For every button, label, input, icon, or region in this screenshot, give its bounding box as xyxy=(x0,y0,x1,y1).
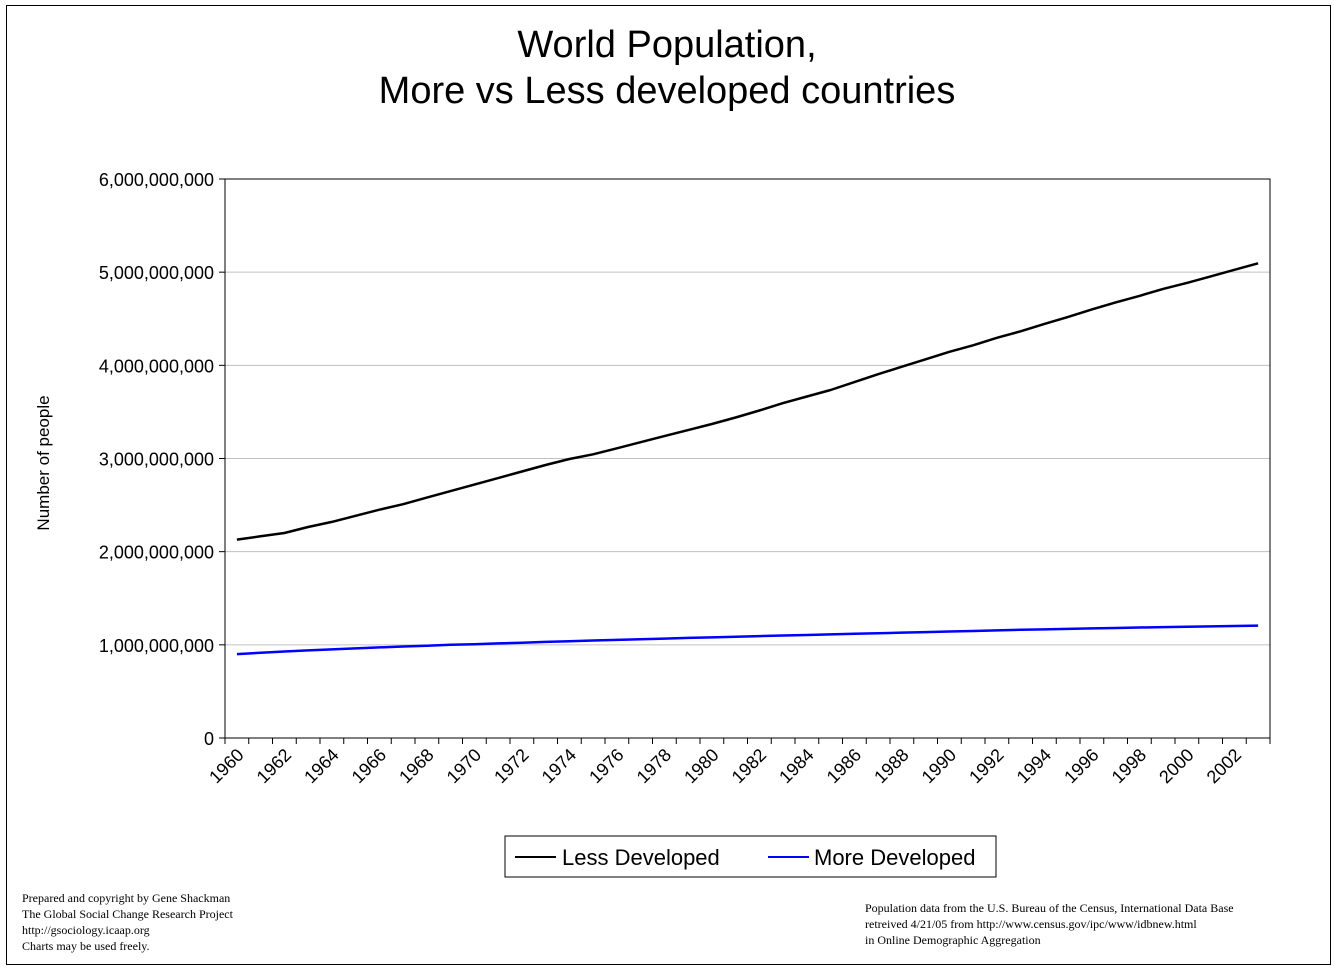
x-tick-label: 1972 xyxy=(490,745,532,787)
y-tick-label: 4,000,000,000 xyxy=(99,356,214,376)
x-tick-label: 2000 xyxy=(1155,745,1197,787)
credits-left-line: Charts may be used freely. xyxy=(22,939,150,953)
y-axis-label: Number of people xyxy=(34,395,53,530)
x-tick-label: 1990 xyxy=(918,745,960,787)
series-line-more-developed xyxy=(236,624,1259,656)
x-tick-label: 1992 xyxy=(965,745,1007,787)
legend-label-more-developed: More Developed xyxy=(814,845,975,870)
credits-left-line: The Global Social Change Research Projec… xyxy=(22,907,233,921)
x-tick-label: 1984 xyxy=(775,745,817,787)
y-tick-label: 0 xyxy=(204,729,214,749)
x-tick-label: 1974 xyxy=(538,745,580,787)
y-tick-label: 2,000,000,000 xyxy=(99,543,214,563)
series-line-less-developed xyxy=(236,262,1259,541)
credits-left: Prepared and copyright by Gene Shackman … xyxy=(22,890,233,954)
chart-frame xyxy=(6,5,1331,965)
credits-left-line: Prepared and copyright by Gene Shackman xyxy=(22,891,231,905)
x-tick-label: 2002 xyxy=(1203,745,1245,787)
chart-title-line-1: World Population, xyxy=(517,24,817,66)
x-tick-label: 1968 xyxy=(395,745,437,787)
y-tick-label: 6,000,000,000 xyxy=(99,170,214,190)
x-tick-label: 1994 xyxy=(1013,745,1055,787)
legend: Less Developed More Developed xyxy=(504,835,997,878)
x-tick-label: 1998 xyxy=(1108,745,1150,787)
y-tick-label: 5,000,000,000 xyxy=(99,263,214,283)
axes xyxy=(219,178,1271,744)
y-tick-label: 3,000,000,000 xyxy=(99,450,214,470)
chart-title-line-2: More vs Less developed countries xyxy=(378,70,956,112)
x-tick-label: 1986 xyxy=(823,745,865,787)
credits-right-line: in Online Demographic Aggregation xyxy=(865,933,1041,947)
x-tick-label: 1978 xyxy=(633,745,675,787)
x-tick-label: 1982 xyxy=(728,745,770,787)
legend-label-less-developed: Less Developed xyxy=(562,845,720,870)
x-tick-label: 1970 xyxy=(443,745,485,787)
credits-right-line: retreived 4/21/05 from http://www.census… xyxy=(865,917,1197,931)
x-tick-label: 1976 xyxy=(585,745,627,787)
x-tick-label: 1960 xyxy=(205,745,247,787)
y-tick-label: 1,000,000,000 xyxy=(99,636,214,656)
gridlines xyxy=(225,178,1270,646)
x-tick-label: 1964 xyxy=(300,745,342,787)
chart-title: World Population, More vs Less developed… xyxy=(0,22,1334,114)
credits-left-line: http://gsociology.icaap.org xyxy=(22,923,150,937)
x-tick-label: 1980 xyxy=(680,745,722,787)
x-tick-label: 1996 xyxy=(1060,745,1102,787)
x-tick-label: 1962 xyxy=(253,745,295,787)
credits-right: Population data from the U.S. Bureau of … xyxy=(865,900,1234,948)
x-tick-label: 1966 xyxy=(348,745,390,787)
legend-box xyxy=(504,835,997,878)
tick-labels: 0 1,000,000,000 2,000,000,000 3,000,000,000… xyxy=(99,170,1245,787)
series-lines xyxy=(236,262,1259,656)
x-tick-label: 1988 xyxy=(870,745,912,787)
credits-right-line: Population data from the U.S. Bureau of … xyxy=(865,901,1234,915)
